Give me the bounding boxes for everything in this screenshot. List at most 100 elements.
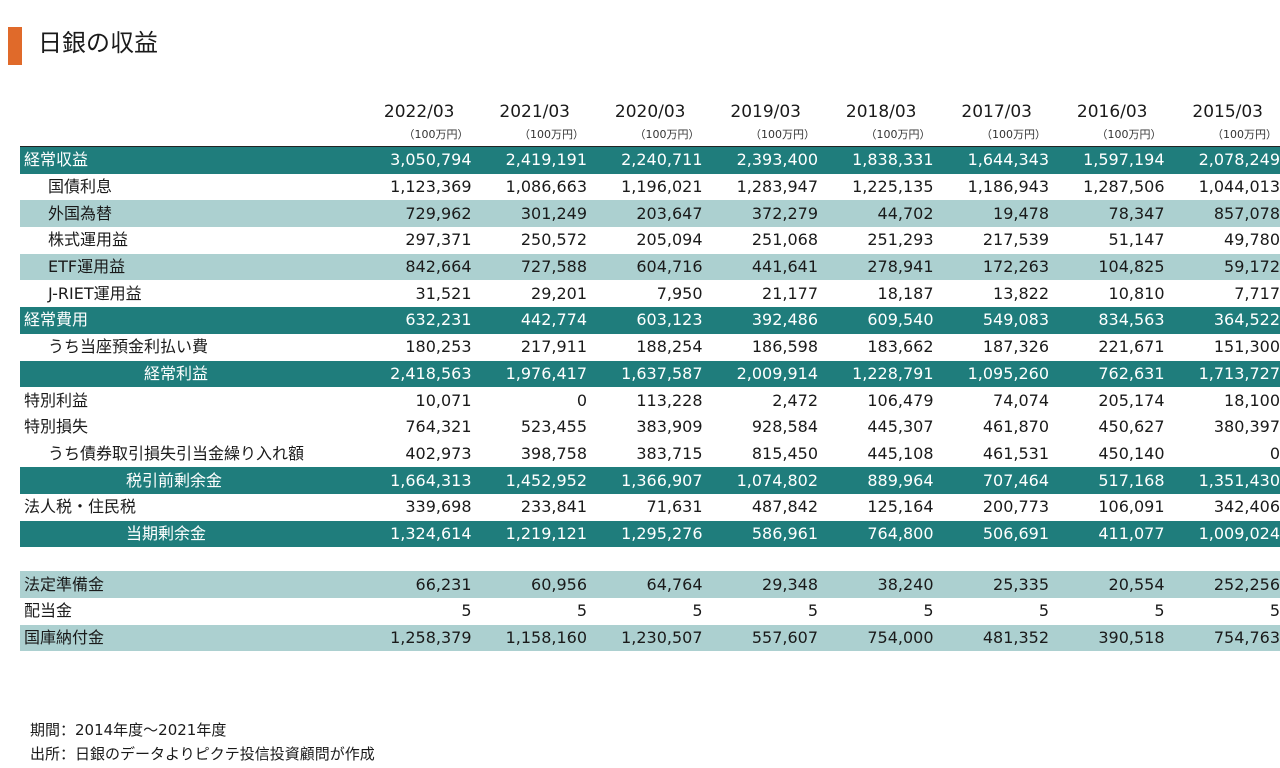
value-cell: 217,539: [982, 230, 1049, 250]
value-cell: 1,228,791: [821, 360, 937, 388]
spacer-cell: [20, 547, 1280, 572]
value-cell: 25,335: [936, 571, 1052, 598]
row-label: 特別利益: [24, 390, 89, 410]
value-cell: 221,671: [1098, 337, 1165, 357]
unit-label: （100万円）: [1096, 128, 1162, 141]
value-cell: 1,158,160: [474, 624, 590, 652]
value-cell: 10,810: [1108, 283, 1165, 303]
unit-label: （100万円）: [634, 128, 700, 141]
value-cell: 5: [1038, 601, 1049, 621]
value-cell: 3,050,794: [359, 145, 475, 174]
row-label: 経常収益: [20, 145, 359, 174]
value-cell: 13,822: [993, 283, 1049, 303]
table-row: うち債券取引損失引当金繰り入れ額 402,973 398,758 383,715 815…: [20, 441, 1280, 468]
value-cell: 113,228: [636, 390, 703, 410]
year-header: 2019/03: [730, 102, 801, 122]
value-cell: 188,254: [636, 337, 703, 357]
value-cell: 21,177: [762, 283, 818, 303]
value-cell: 506,691: [936, 520, 1052, 548]
value-cell: 815,450: [751, 443, 818, 463]
value-cell: 411,077: [1052, 520, 1168, 548]
value-cell: 20,554: [1052, 571, 1168, 598]
value-cell: 106,091: [1098, 497, 1165, 517]
value-cell: 186,598: [751, 337, 818, 357]
value-cell: 729,962: [359, 200, 475, 228]
value-cell: 857,078: [1167, 200, 1280, 228]
value-cell: 372,279: [705, 200, 821, 228]
table-row: 株式運用益 297,371 250,572 205,094 251,068 251,293…: [20, 227, 1280, 254]
value-cell: 217,911: [520, 337, 587, 357]
value-cell: 1,044,013: [1198, 177, 1280, 197]
value-cell: 380,397: [1213, 417, 1280, 437]
value-cell: 2,418,563: [359, 360, 475, 388]
value-cell: 342,406: [1213, 497, 1280, 517]
value-cell: 5: [692, 601, 703, 621]
table-row: J-RIET運用益 31,521 29,201 7,950 21,177 18,187 13…: [20, 280, 1280, 307]
value-cell: 1,230,507: [590, 624, 706, 652]
value-cell: 5: [1154, 601, 1165, 621]
year-header: 2021/03: [499, 102, 570, 122]
value-cell: 461,531: [982, 443, 1049, 463]
value-cell: 60,956: [474, 571, 590, 598]
value-cell: 125,164: [867, 497, 934, 517]
unit-label: （100万円）: [750, 128, 815, 141]
value-cell: 1,086,663: [505, 177, 587, 197]
value-cell: 445,307: [867, 417, 934, 437]
table-row: 経常費用 632,231 442,774 603,123 392,486 609,540 5…: [20, 307, 1280, 334]
value-cell: 2,078,249: [1167, 145, 1280, 174]
value-cell: 172,263: [936, 253, 1052, 281]
value-cell: 187,326: [982, 337, 1049, 357]
table-row: 特別損失 764,321 523,455 383,909 928,584 445,307 4…: [20, 414, 1280, 441]
table-row: 特別利益 10,071 0 113,228 2,472 106,479 74,074 205,…: [20, 387, 1280, 414]
value-cell: 203,647: [590, 200, 706, 228]
value-cell: 762,631: [1052, 360, 1168, 388]
value-cell: 205,094: [636, 230, 703, 250]
value-cell: 2,393,400: [705, 145, 821, 174]
value-cell: 1,637,587: [590, 360, 706, 388]
value-cell: 1,186,943: [967, 177, 1049, 197]
value-cell: 1,258,379: [359, 624, 475, 652]
value-cell: 2,472: [772, 390, 818, 410]
value-cell: 301,249: [474, 200, 590, 228]
value-cell: 383,715: [636, 443, 703, 463]
year-header: 2016/03: [1076, 102, 1148, 122]
value-cell: 461,870: [982, 417, 1049, 437]
table-row: 当期剰余金 1,324,614 1,219,121 1,295,276 586,961 7…: [20, 520, 1280, 548]
value-cell: 7,717: [1234, 283, 1280, 303]
page-title: 日銀の収益: [38, 29, 158, 57]
value-cell: 1,713,727: [1167, 360, 1280, 388]
year-header: 2018/03: [845, 102, 917, 122]
value-cell: 603,123: [590, 307, 706, 334]
value-cell: 1,324,614: [359, 520, 475, 548]
unit-label: （100万円）: [865, 128, 931, 141]
value-cell: 481,352: [936, 624, 1052, 652]
table-row: 国庫納付金 1,258,379 1,158,160 1,230,507 557,607 7…: [20, 624, 1280, 652]
row-label: 配当金: [24, 601, 73, 621]
value-cell: 51,147: [1108, 230, 1165, 250]
value-cell: 1,366,907: [590, 467, 706, 494]
value-cell: 727,588: [474, 253, 590, 281]
value-cell: 1,644,343: [936, 145, 1052, 174]
value-cell: 392,486: [705, 307, 821, 334]
value-cell: 297,371: [405, 230, 472, 250]
value-cell: 557,607: [705, 624, 821, 652]
header-years-row: 2022/03 2021/03 2020/03 2019/03 2018/03 2017/…: [20, 98, 1280, 122]
table-row: うち当座預金利払い費 180,253 217,911 188,254 186,598 18…: [20, 334, 1280, 361]
value-cell: 1,009,024: [1167, 520, 1280, 548]
value-cell: 64,764: [590, 571, 706, 598]
header-blank: [20, 122, 359, 147]
value-cell: 842,664: [359, 253, 475, 281]
source-note: 出所：日銀のデータよりピクテ投信投資顧問が作成: [30, 745, 375, 763]
table-row: 法人税・住民税 339,698 233,841 71,631 487,842 125,16…: [20, 494, 1280, 521]
table-row: 経常収益 3,050,794 2,419,191 2,240,711 2,393,400…: [20, 145, 1280, 174]
value-cell: 18,100: [1224, 390, 1280, 410]
value-cell: 1,664,313: [359, 467, 475, 494]
value-cell: 764,321: [405, 417, 472, 437]
spacer-row: [20, 547, 1280, 572]
value-cell: 66,231: [359, 571, 475, 598]
value-cell: 398,758: [520, 443, 587, 463]
unit-label: （100万円）: [403, 128, 469, 141]
row-label: 外国為替: [20, 200, 359, 228]
value-cell: 1,074,802: [705, 467, 821, 494]
value-cell: 609,540: [821, 307, 937, 334]
